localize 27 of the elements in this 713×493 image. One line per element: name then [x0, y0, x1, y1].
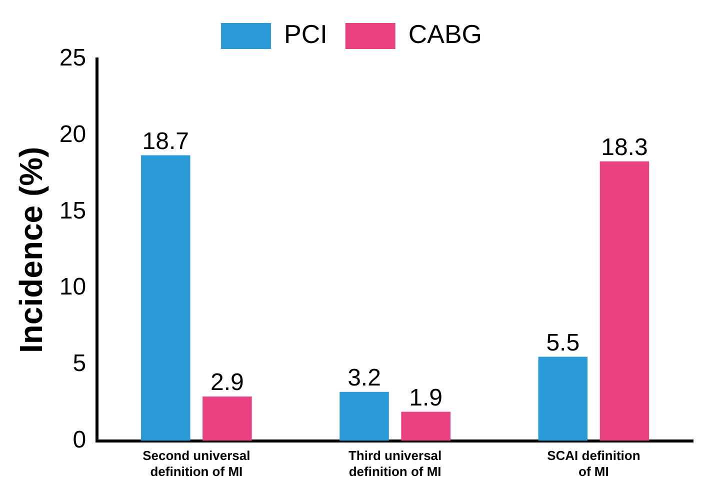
category-label: of MI	[578, 464, 609, 479]
y-tick-label: 5	[72, 350, 86, 378]
y-tick-label: 15	[59, 197, 86, 224]
data-label: 3.2	[348, 364, 381, 392]
y-tick-label: 25	[59, 44, 86, 72]
category-label: SCAI definition	[547, 448, 640, 464]
category-label: Second universal	[142, 448, 250, 464]
y-tick-label: 0	[72, 426, 86, 454]
bar	[140, 155, 190, 441]
category-label: definition of MI	[150, 464, 243, 479]
y-tick-label: 10	[59, 274, 86, 301]
bar	[600, 161, 650, 441]
data-label: 5.5	[546, 329, 580, 356]
y-axis-title: Incidence (%)	[13, 146, 50, 354]
legend-label: PCI	[284, 19, 328, 50]
category-label: definition of MI	[348, 464, 442, 479]
bar	[538, 356, 588, 441]
legend-label: CABG	[408, 19, 482, 50]
data-label: 18.3	[601, 134, 648, 161]
bar	[401, 412, 450, 441]
y-tick-label: 20	[59, 120, 86, 148]
data-label: 18.7	[142, 128, 189, 155]
bar	[340, 392, 389, 441]
data-label: 2.9	[210, 369, 244, 396]
bar	[202, 396, 252, 441]
data-label: 1.9	[409, 384, 443, 412]
category-label: Third universal	[348, 448, 442, 464]
